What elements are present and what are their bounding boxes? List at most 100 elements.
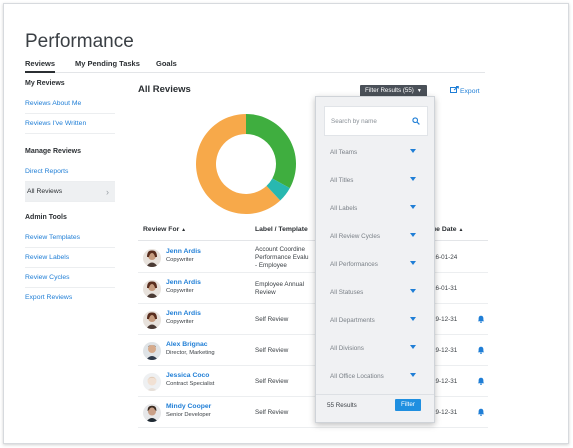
bell-icon[interactable] bbox=[477, 346, 485, 354]
sidebar-section-my-reviews: My Reviews bbox=[25, 80, 65, 87]
sort-up-icon: ▲ bbox=[181, 227, 187, 233]
sidebar-item-direct-reports[interactable]: Direct Reports bbox=[25, 162, 115, 182]
sort-up-icon: ▲ bbox=[458, 227, 464, 233]
review-label: Account Coordine Performance Evalu - Emplo… bbox=[255, 246, 309, 269]
reviewee-role: Copywriter bbox=[166, 319, 194, 325]
table-row[interactable]: Jenn Ardis Copywriter Account Coordine Pe… bbox=[138, 242, 488, 273]
search-placeholder: Search by name bbox=[331, 118, 377, 125]
chevron-right-icon: › bbox=[106, 187, 109, 197]
caret-down-icon bbox=[410, 261, 416, 265]
filter-results-button[interactable]: Filter Results (55) ▼ bbox=[360, 85, 427, 97]
sidebar-item-all-reviews[interactable]: All Reviews › bbox=[25, 182, 115, 202]
avatar bbox=[143, 280, 161, 298]
review-label: Self Review bbox=[255, 409, 289, 416]
bell-icon[interactable] bbox=[477, 377, 485, 385]
select-statuses[interactable]: All Statuses bbox=[324, 281, 428, 303]
sidebar-item-review-labels[interactable]: Review Labels bbox=[25, 248, 115, 268]
table-row[interactable]: Alex Brignac Director, Marketing Self Re… bbox=[138, 335, 488, 366]
caret-down-icon bbox=[410, 317, 416, 321]
avatar bbox=[143, 404, 161, 422]
caret-down-icon bbox=[410, 373, 416, 377]
caret-down-icon bbox=[410, 345, 416, 349]
reviewee-role: Contract Specialist bbox=[166, 381, 215, 387]
reviewee-name[interactable]: Jenn Ardis bbox=[166, 248, 201, 255]
column-header-due-date[interactable]: ue Date ▲ bbox=[432, 226, 464, 233]
reviewee-name[interactable]: Jenn Ardis bbox=[166, 310, 201, 317]
select-divisions[interactable]: All Divisions bbox=[324, 337, 428, 359]
reviewee-name[interactable]: Mindy Cooper bbox=[166, 403, 212, 410]
select-review-cycles[interactable]: All Review Cycles bbox=[324, 225, 428, 247]
export-icon bbox=[450, 86, 459, 95]
caret-down-icon: ▼ bbox=[416, 88, 422, 94]
select-teams[interactable]: All Teams bbox=[324, 141, 428, 163]
select-titles[interactable]: All Titles bbox=[324, 169, 428, 191]
table-row[interactable]: Jenn Ardis Copywriter Employee Annual Rev… bbox=[138, 273, 488, 304]
reviewee-role: Copywriter bbox=[166, 288, 194, 294]
results-count: 55 Results bbox=[327, 402, 357, 409]
donut-slice[interactable] bbox=[246, 114, 296, 189]
reviewee-name[interactable]: Jenn Ardis bbox=[166, 279, 201, 286]
donut-slice[interactable] bbox=[195, 114, 281, 214]
table-row[interactable]: Mindy Cooper Senior Developer Self Revie… bbox=[138, 397, 488, 428]
table-header: Review For ▲ Label / Template ue Date ▲ bbox=[138, 226, 488, 241]
search-icon[interactable] bbox=[412, 117, 420, 125]
avatar bbox=[143, 342, 161, 360]
caret-down-icon bbox=[410, 149, 416, 153]
review-label: Self Review bbox=[255, 347, 289, 354]
avatar bbox=[143, 311, 161, 329]
tab-goals[interactable]: Goals bbox=[156, 59, 177, 68]
select-departments[interactable]: All Departments bbox=[324, 309, 428, 331]
search-input[interactable]: Search by name bbox=[324, 106, 428, 136]
due-date: 19-12-31 bbox=[432, 378, 458, 385]
due-date: 16-01-31 bbox=[432, 285, 458, 292]
sidebar-item-reviews-about-me[interactable]: Reviews About Me bbox=[25, 94, 115, 114]
sidebar-item-review-templates[interactable]: Review Templates bbox=[25, 228, 115, 248]
bell-icon[interactable] bbox=[477, 315, 485, 323]
page-title: Performance bbox=[25, 31, 134, 52]
caret-down-icon bbox=[410, 205, 416, 209]
reviewee-name[interactable]: Jessica Coco bbox=[166, 372, 210, 379]
table-row[interactable]: Jenn Ardis Copywriter Self Review 19-12-… bbox=[138, 304, 488, 335]
filter-dropdown: Search by name All Teams All Titles All … bbox=[315, 96, 435, 423]
sidebar: My Reviews Reviews About Me Reviews I've… bbox=[25, 80, 115, 308]
review-label: Self Review bbox=[255, 378, 289, 385]
review-label: Self Review bbox=[255, 316, 289, 323]
bell-icon[interactable] bbox=[477, 408, 485, 416]
sidebar-item-review-cycles[interactable]: Review Cycles bbox=[25, 268, 115, 288]
export-link[interactable]: Export bbox=[450, 86, 480, 95]
filter-results-label: Filter Results (55) bbox=[365, 87, 414, 94]
reviewee-name[interactable]: Alex Brignac bbox=[166, 341, 208, 348]
avatar bbox=[143, 249, 161, 267]
section-title: All Reviews bbox=[138, 84, 191, 95]
select-office-locations[interactable]: All Office Locations bbox=[324, 365, 428, 387]
caret-down-icon bbox=[410, 289, 416, 293]
column-header-label-template[interactable]: Label / Template bbox=[255, 226, 308, 233]
sidebar-item-export-reviews[interactable]: Export Reviews bbox=[25, 294, 73, 301]
sidebar-section-admin-tools: Admin Tools bbox=[25, 214, 67, 221]
avatar bbox=[143, 373, 161, 391]
app-window: Performance Reviews My Pending Tasks Goa… bbox=[3, 3, 569, 444]
due-date: 19-12-31 bbox=[432, 409, 458, 416]
table-row[interactable]: Jessica Coco Contract Specialist Self Re… bbox=[138, 366, 488, 397]
sidebar-item-label: All Reviews bbox=[27, 188, 63, 195]
tab-reviews[interactable]: Reviews bbox=[25, 59, 56, 73]
column-header-review-for[interactable]: Review For ▲ bbox=[143, 226, 187, 233]
sidebar-item-reviews-ive-written[interactable]: Reviews I've Written bbox=[25, 114, 115, 134]
review-label: Employee Annual Review bbox=[255, 281, 305, 296]
tab-bar: Reviews My Pending Tasks Goals bbox=[25, 59, 485, 73]
caret-down-icon bbox=[410, 233, 416, 237]
apply-filter-button[interactable]: Filter bbox=[395, 399, 421, 411]
donut-slice[interactable] bbox=[266, 178, 290, 201]
select-performances[interactable]: All Performances bbox=[324, 253, 428, 275]
sidebar-section-manage-reviews: Manage Reviews bbox=[25, 148, 82, 155]
due-date: 19-12-31 bbox=[432, 316, 458, 323]
reviews-donut-chart bbox=[195, 114, 296, 214]
export-label: Export bbox=[460, 88, 480, 95]
tab-my-pending-tasks[interactable]: My Pending Tasks bbox=[75, 59, 140, 68]
caret-down-icon bbox=[410, 177, 416, 181]
due-date: 16-01-24 bbox=[432, 254, 458, 261]
reviewee-role: Senior Developer bbox=[166, 412, 211, 418]
due-date: 19-12-31 bbox=[432, 347, 458, 354]
filter-footer: 55 Results Filter bbox=[316, 394, 434, 422]
select-labels[interactable]: All Labels bbox=[324, 197, 428, 219]
